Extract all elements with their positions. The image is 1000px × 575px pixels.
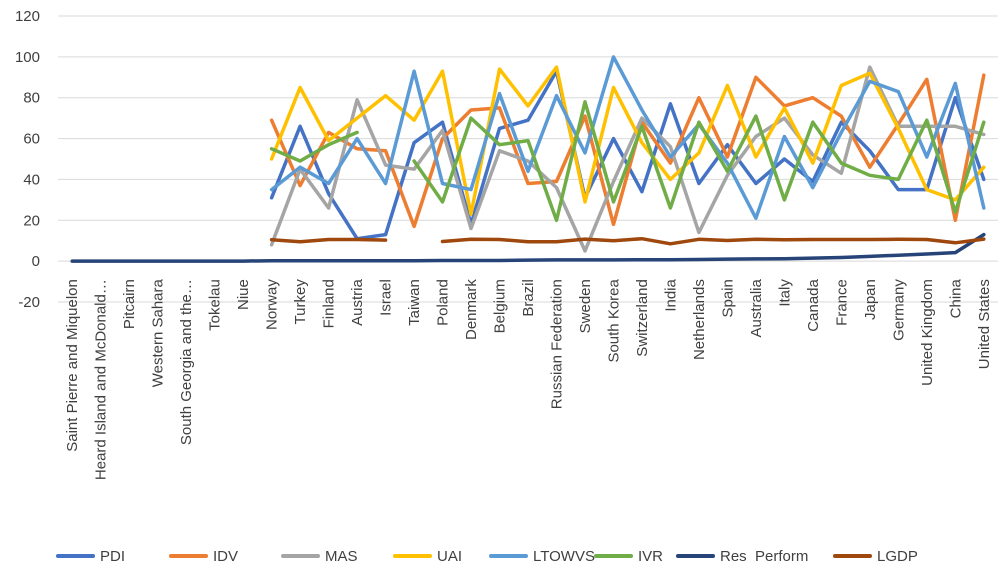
y-tick-label: 120: [15, 8, 40, 25]
x-tick-label: Norway: [264, 279, 281, 330]
x-tick-label: United States: [976, 279, 993, 369]
x-tick-label: Belgium: [492, 279, 509, 333]
x-tick-label: Pitcairn: [121, 279, 138, 329]
x-tick-label: United Kingdom: [919, 279, 936, 386]
x-tick-label: South Georgia and the…: [178, 279, 195, 445]
series-line-ltowvs: [269, 55, 986, 220]
y-axis-tick-labels: -20 0 20 40 60 80 100 120: [15, 8, 40, 311]
legend-label-mas: MAS: [325, 548, 358, 565]
y-tick-label: 20: [23, 212, 40, 229]
y-tick-label: 40: [23, 171, 40, 188]
legend-label-pdi: PDI: [100, 548, 125, 565]
x-tick-label: China: [947, 278, 964, 318]
x-tick-label: Niue: [235, 279, 252, 310]
x-tick-label: Russian Federation: [548, 279, 565, 409]
x-tick-label: Tokelau: [207, 279, 224, 331]
x-tick-label: Western Sahara: [150, 278, 167, 387]
legend: PDI IDV MAS UAI LTOWVS IVR Res Perform LGDP: [56, 548, 918, 565]
legend-label-idv: IDV: [213, 548, 238, 565]
series-line-uai: [269, 65, 986, 216]
series-line-ivr: [269, 100, 986, 223]
x-tick-label: Turkey: [292, 279, 309, 325]
x-tick-label: Spain: [719, 279, 736, 317]
x-tick-label: Denmark: [463, 279, 480, 340]
x-tick-label: Netherlands: [691, 279, 708, 360]
x-tick-label: India: [662, 278, 679, 311]
x-tick-label: Japan: [862, 279, 879, 320]
x-tick-label: Sweden: [577, 279, 594, 333]
x-tick-label: Heard Island and McDonald…: [93, 279, 110, 480]
x-tick-label: Canada: [805, 278, 822, 331]
x-tick-label: Poland: [435, 279, 452, 326]
y-tick-label: -20: [18, 294, 40, 311]
series-line-lgdp: [269, 236, 986, 246]
x-tick-label: Finland: [321, 279, 338, 328]
legend-label-res-perform: Res Perform: [720, 548, 808, 565]
legend-label-lgdp: LGDP: [877, 548, 918, 565]
legend-label-uai: UAI: [437, 548, 462, 565]
x-tick-label: Switzerland: [634, 279, 651, 357]
x-tick-label: Israel: [378, 279, 395, 316]
series-lines: [70, 55, 986, 263]
x-axis-tick-labels: Saint Pierre and Miquelon Heard Island an…: [64, 278, 993, 480]
x-tick-label: Australia: [748, 278, 765, 337]
x-tick-label: France: [833, 279, 850, 326]
legend-label-ltowvs: LTOWVS: [533, 548, 595, 565]
y-tick-label: 100: [15, 49, 40, 66]
x-tick-label: Saint Pierre and Miquelon: [64, 279, 81, 452]
y-tick-label: 0: [32, 253, 40, 270]
x-tick-label: Germany: [890, 279, 907, 341]
series-line-res-perform: [70, 232, 986, 263]
x-tick-label: Brazil: [520, 279, 537, 317]
x-tick-label: Italy: [776, 279, 793, 307]
x-tick-label: South Korea: [605, 278, 622, 362]
y-tick-label: 60: [23, 131, 40, 148]
y-tick-label: 80: [23, 90, 40, 107]
legend-label-ivr: IVR: [638, 548, 663, 565]
x-tick-label: Austria: [349, 278, 366, 325]
x-tick-label: Taiwan: [406, 279, 423, 326]
